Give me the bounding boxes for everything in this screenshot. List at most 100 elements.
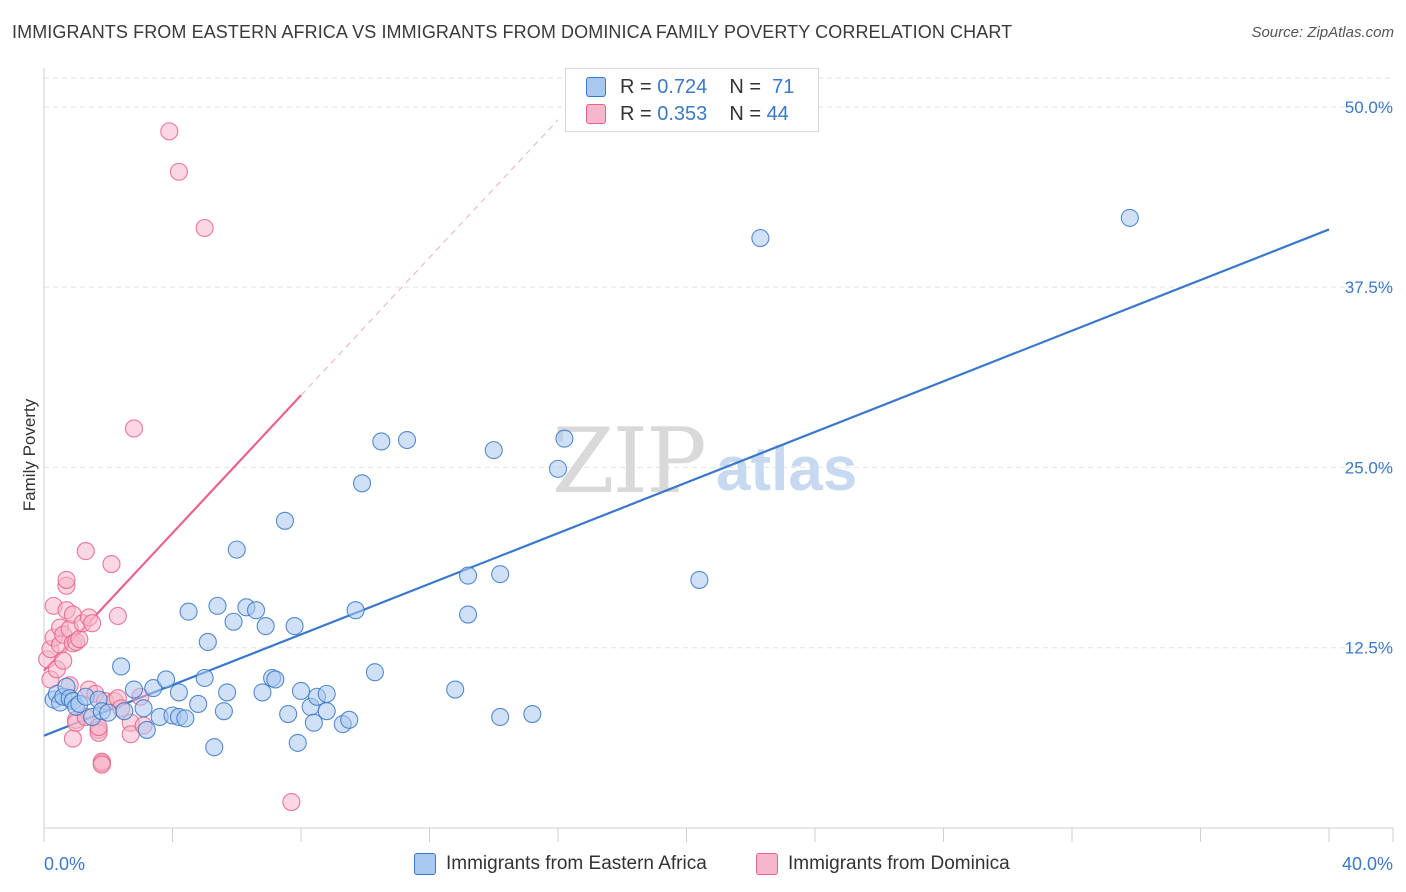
data-point-eastern-africa	[458, 566, 478, 585]
data-point-eastern-africa	[157, 670, 176, 689]
bottom-legend-label: Immigrants from Eastern Africa	[446, 853, 707, 874]
data-point-eastern-africa	[484, 441, 503, 460]
data-point-eastern-africa	[256, 617, 275, 636]
legend-row-eastern-africa: R = 0.724 N = 71	[586, 75, 794, 99]
grid-lines	[44, 77, 1393, 649]
data-point-eastern-africa	[279, 705, 298, 724]
data-point-eastern-africa	[751, 229, 770, 248]
data-point-dominica	[102, 555, 121, 574]
data-point-dominica	[70, 630, 89, 649]
chart-title: IMMIGRANTS FROM EASTERN AFRICA VS IMMIGR…	[12, 22, 1013, 42]
data-point-eastern-africa	[169, 683, 188, 702]
source-label: Source: ZipAtlas.com	[1251, 24, 1394, 41]
watermark-zip: ZIP	[552, 409, 705, 514]
data-point-eastern-africa	[690, 570, 709, 589]
y-tick-label: 25.0%	[1345, 458, 1393, 477]
data-point-eastern-africa	[491, 565, 510, 584]
data-points	[38, 122, 1139, 812]
watermark-atlas: atlas	[716, 435, 857, 504]
data-point-eastern-africa	[555, 429, 574, 448]
data-point-eastern-africa	[365, 663, 384, 682]
data-point-dominica	[92, 755, 111, 774]
data-point-eastern-africa	[99, 703, 118, 722]
data-point-eastern-africa	[288, 733, 307, 752]
r-value: 0.353	[657, 102, 708, 125]
data-point-dominica	[76, 542, 95, 561]
data-point-eastern-africa	[266, 670, 285, 689]
data-point-eastern-africa	[458, 605, 478, 624]
n-value: 71	[772, 75, 795, 98]
data-point-dominica	[54, 651, 73, 670]
data-point-eastern-africa	[1120, 208, 1139, 227]
data-point-eastern-africa	[291, 681, 311, 701]
y-axis-label: Family Poverty	[20, 398, 39, 512]
data-point-eastern-africa	[137, 720, 156, 739]
data-point-eastern-africa	[340, 710, 359, 729]
r-value: 0.724	[657, 75, 708, 98]
data-point-eastern-africa	[134, 699, 153, 718]
tick-labels: 12.5% 25.0% 37.5% 50.0% 0.0% 40.0%	[44, 98, 1393, 874]
data-point-eastern-africa	[214, 702, 233, 721]
data-point-eastern-africa	[112, 657, 131, 676]
bottom-legend-eastern-africa: Immigrants from Eastern Africa	[414, 851, 707, 877]
data-point-eastern-africa	[446, 680, 465, 699]
data-point-eastern-africa	[198, 632, 217, 651]
data-point-eastern-africa	[144, 679, 163, 698]
data-point-eastern-africa	[253, 683, 272, 702]
bottom-legend-swatch-pink	[756, 853, 778, 875]
data-point-eastern-africa	[208, 596, 227, 615]
data-point-eastern-africa	[124, 680, 143, 699]
data-point-eastern-africa	[179, 602, 198, 621]
legend-row-dominica: R = 0.353 N = 44	[586, 102, 789, 126]
watermark: ZIP atlas	[552, 409, 857, 514]
data-point-dominica	[282, 792, 301, 812]
trend-line-eastern-africa	[43, 228, 1330, 737]
data-point-eastern-africa	[195, 668, 214, 688]
data-point-dominica	[63, 729, 82, 748]
n-label: N =	[729, 75, 761, 98]
data-point-eastern-africa	[372, 432, 391, 451]
data-point-eastern-africa	[218, 683, 237, 702]
data-point-eastern-africa	[523, 705, 542, 724]
bottom-legend-label: Immigrants from Dominica	[788, 853, 1010, 874]
data-point-eastern-africa	[275, 511, 294, 530]
data-point-eastern-africa	[548, 459, 568, 478]
data-point-dominica	[169, 162, 188, 181]
legend-swatch-blue	[586, 77, 606, 97]
r-label: R =	[620, 102, 652, 125]
y-tick-label: 50.0%	[1345, 98, 1393, 117]
trend-line-extension-dominica	[300, 119, 559, 396]
data-point-dominica	[83, 614, 102, 633]
n-label: N =	[729, 102, 761, 125]
data-point-dominica	[160, 122, 179, 141]
y-tick-label: 12.5%	[1345, 639, 1393, 658]
y-tick-label: 37.5%	[1345, 278, 1393, 297]
data-point-dominica	[195, 218, 214, 238]
bottom-legend-swatch-blue	[414, 853, 436, 875]
axes	[43, 68, 1394, 842]
data-point-eastern-africa	[246, 601, 266, 620]
data-point-eastern-africa	[189, 694, 208, 714]
data-point-eastern-africa	[224, 612, 243, 631]
data-point-eastern-africa	[491, 707, 510, 726]
data-point-eastern-africa	[115, 702, 134, 721]
data-point-eastern-africa	[352, 474, 372, 493]
data-point-dominica	[57, 570, 76, 589]
data-point-eastern-africa	[317, 702, 336, 721]
data-point-eastern-africa	[227, 540, 246, 559]
correlation-legend: R = 0.724 N = 71 R = 0.353 N = 44	[565, 68, 819, 132]
data-point-eastern-africa	[285, 617, 304, 636]
n-value: 44	[766, 102, 789, 125]
data-point-dominica	[108, 606, 127, 626]
data-point-eastern-africa	[176, 709, 195, 728]
data-point-eastern-africa	[346, 601, 365, 620]
r-label: R =	[620, 75, 652, 98]
bottom-legend-dominica: Immigrants from Dominica	[756, 851, 1010, 877]
data-point-eastern-africa	[397, 430, 417, 450]
legend-swatch-pink	[586, 104, 606, 124]
data-point-eastern-africa	[304, 713, 323, 732]
data-point-eastern-africa	[317, 684, 336, 703]
x-tick-label: 40.0%	[1342, 854, 1393, 874]
x-tick-label: 0.0%	[44, 854, 85, 874]
